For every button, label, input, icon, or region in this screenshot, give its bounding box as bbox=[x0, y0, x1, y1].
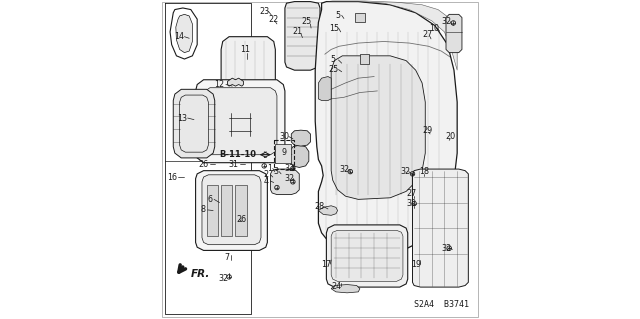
Text: FR.: FR. bbox=[191, 269, 210, 279]
Text: 32: 32 bbox=[285, 174, 295, 182]
Polygon shape bbox=[271, 169, 300, 195]
Text: 26: 26 bbox=[198, 160, 209, 169]
Polygon shape bbox=[173, 89, 215, 158]
Text: 32: 32 bbox=[407, 199, 417, 208]
Text: 25: 25 bbox=[301, 17, 312, 26]
Text: 20: 20 bbox=[445, 132, 455, 141]
Polygon shape bbox=[221, 37, 275, 99]
Polygon shape bbox=[316, 2, 457, 255]
Text: 13: 13 bbox=[177, 114, 187, 122]
Text: 12: 12 bbox=[214, 80, 225, 89]
Polygon shape bbox=[331, 56, 425, 199]
Text: 16: 16 bbox=[168, 173, 178, 182]
Polygon shape bbox=[285, 2, 320, 70]
Text: 6: 6 bbox=[207, 195, 212, 204]
Text: 30: 30 bbox=[279, 132, 289, 141]
Text: 32: 32 bbox=[442, 244, 452, 253]
Text: 4: 4 bbox=[264, 177, 269, 186]
Polygon shape bbox=[326, 225, 408, 287]
Bar bbox=[274, 140, 294, 169]
Polygon shape bbox=[207, 185, 218, 236]
Text: 27: 27 bbox=[407, 189, 417, 198]
Text: 7: 7 bbox=[224, 253, 229, 262]
Bar bbox=[275, 144, 291, 163]
Polygon shape bbox=[360, 54, 369, 64]
Polygon shape bbox=[331, 230, 403, 281]
Polygon shape bbox=[355, 13, 365, 22]
Text: B-11-10: B-11-10 bbox=[219, 150, 256, 159]
Text: 17: 17 bbox=[321, 260, 332, 269]
Text: 32: 32 bbox=[442, 17, 452, 26]
Polygon shape bbox=[223, 86, 275, 99]
Polygon shape bbox=[331, 285, 360, 293]
Polygon shape bbox=[326, 2, 358, 67]
Text: S2A4  B3741: S2A4 B3741 bbox=[413, 300, 468, 309]
Text: 8: 8 bbox=[200, 205, 205, 214]
Text: 23: 23 bbox=[259, 7, 269, 16]
Polygon shape bbox=[413, 169, 468, 287]
Text: 5: 5 bbox=[335, 11, 340, 20]
Polygon shape bbox=[446, 14, 462, 53]
Text: 9: 9 bbox=[282, 148, 287, 157]
Text: 21: 21 bbox=[292, 27, 302, 36]
Text: 10: 10 bbox=[429, 24, 439, 33]
Text: 27: 27 bbox=[422, 30, 433, 39]
Polygon shape bbox=[326, 1, 457, 70]
Polygon shape bbox=[202, 175, 261, 245]
Text: 11: 11 bbox=[240, 45, 250, 54]
Text: 31: 31 bbox=[228, 160, 238, 169]
Polygon shape bbox=[319, 77, 331, 100]
Text: 32: 32 bbox=[401, 167, 410, 176]
Text: 29: 29 bbox=[422, 126, 433, 135]
Text: 1: 1 bbox=[267, 164, 272, 173]
Text: 3: 3 bbox=[273, 167, 278, 176]
Polygon shape bbox=[319, 206, 337, 215]
Text: 14: 14 bbox=[174, 32, 184, 41]
Text: 32: 32 bbox=[340, 165, 350, 174]
Polygon shape bbox=[196, 171, 268, 250]
Polygon shape bbox=[221, 185, 232, 236]
Text: 24: 24 bbox=[331, 282, 341, 291]
Polygon shape bbox=[227, 78, 243, 86]
Text: 22: 22 bbox=[269, 15, 279, 24]
Polygon shape bbox=[290, 145, 309, 167]
Text: 25: 25 bbox=[328, 65, 339, 74]
Text: 15: 15 bbox=[330, 24, 339, 33]
Text: 26: 26 bbox=[236, 215, 246, 224]
Polygon shape bbox=[291, 130, 310, 146]
Text: 19: 19 bbox=[412, 260, 421, 269]
Polygon shape bbox=[196, 80, 285, 163]
Ellipse shape bbox=[180, 15, 189, 20]
Text: 18: 18 bbox=[419, 167, 429, 176]
Circle shape bbox=[230, 177, 237, 183]
Polygon shape bbox=[204, 88, 277, 155]
Text: 32: 32 bbox=[219, 274, 228, 283]
Text: 5: 5 bbox=[331, 56, 336, 64]
Circle shape bbox=[212, 177, 218, 183]
Polygon shape bbox=[176, 14, 193, 53]
Text: 32: 32 bbox=[285, 164, 295, 173]
Text: 28: 28 bbox=[314, 202, 324, 211]
Ellipse shape bbox=[280, 175, 290, 188]
Polygon shape bbox=[236, 185, 246, 236]
Text: 2: 2 bbox=[264, 170, 269, 179]
